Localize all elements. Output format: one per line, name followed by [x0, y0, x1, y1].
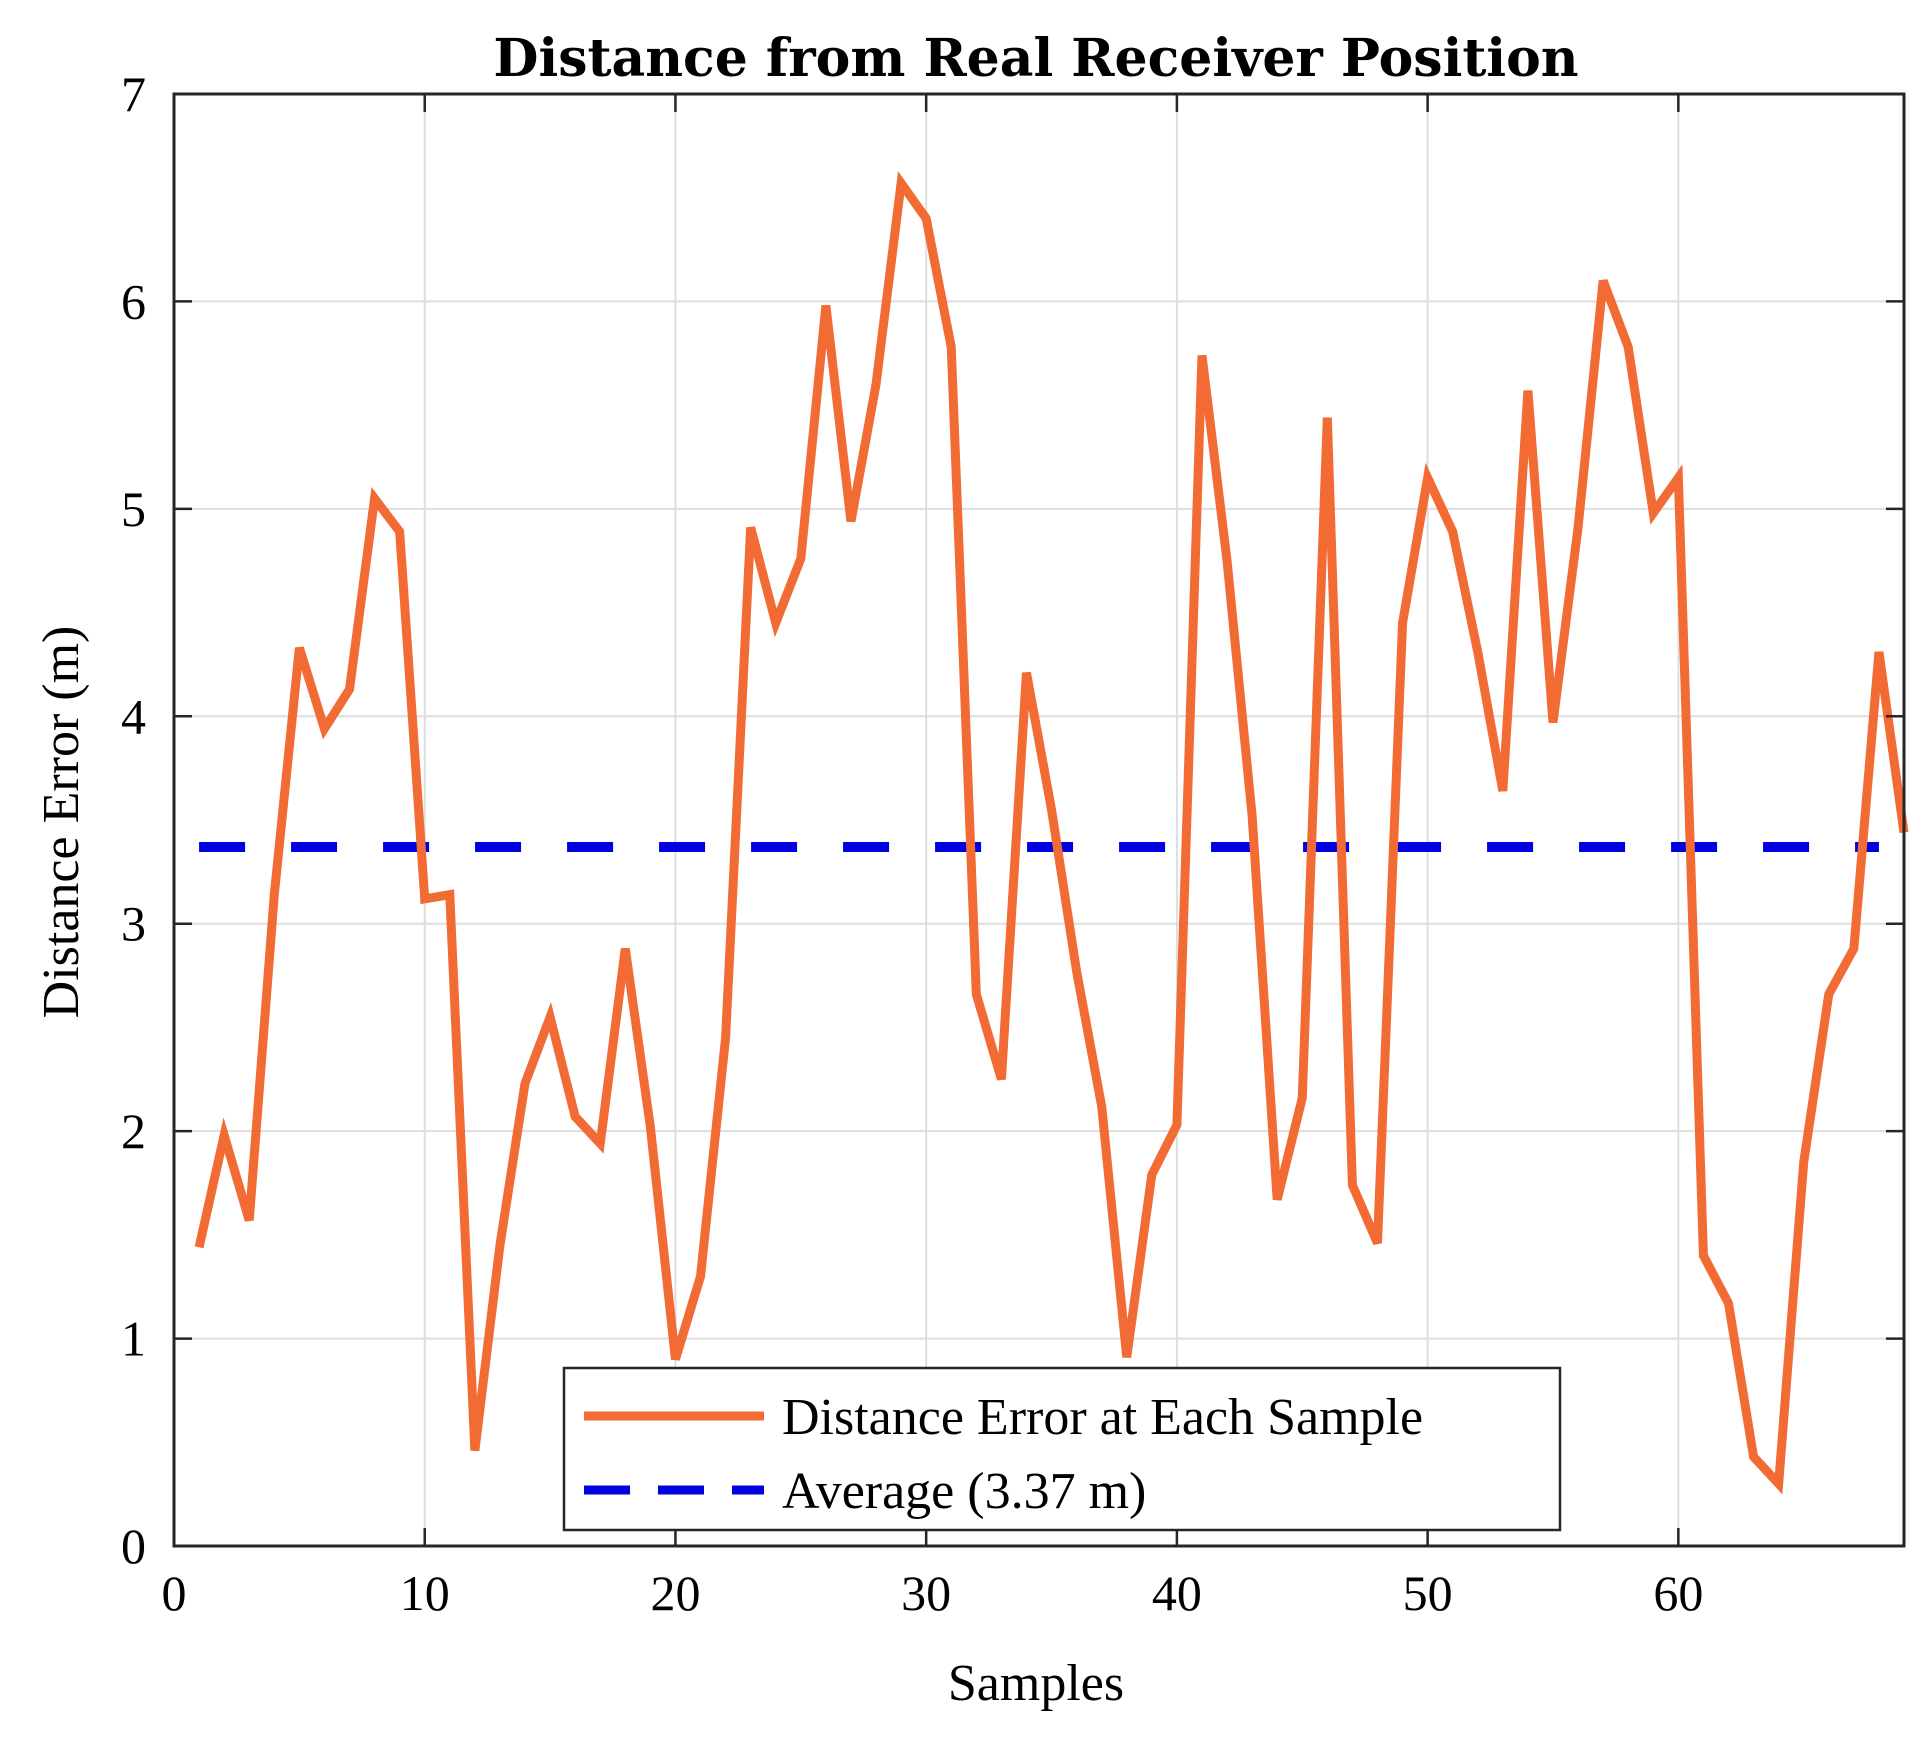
x-tick-label: 10: [400, 1565, 450, 1621]
grid: [174, 94, 1904, 1546]
y-tick-label: 6: [121, 273, 146, 329]
tick-marks: [172, 92, 1904, 1548]
y-tick-label: 2: [121, 1103, 146, 1159]
x-tick-labels: 0 10 20 30 40 50 60: [162, 1565, 1704, 1621]
x-tick-label: 60: [1653, 1565, 1703, 1621]
y-tick-label: 7: [121, 66, 146, 122]
x-tick-label: 50: [1403, 1565, 1453, 1621]
y-axis-label: Distance Error (m): [33, 626, 90, 1019]
y-tick-labels: 0 1 2 3 4 5 6 7: [121, 66, 146, 1574]
legend: Distance Error at Each Sample Average (3…: [562, 1366, 1562, 1532]
chart-title: Distance from Real Receiver Position: [493, 28, 1578, 89]
y-tick-label: 0: [121, 1518, 146, 1574]
x-tick-label: 30: [901, 1565, 951, 1621]
y-tick-label: 4: [121, 688, 146, 744]
y-tick-label: 5: [121, 481, 146, 537]
legend-label-average: Average (3.37 m): [782, 1463, 1146, 1520]
legend-box: [562, 1366, 1562, 1532]
plot-area-frame: [172, 92, 1906, 1548]
y-tick-label: 1: [121, 1311, 146, 1367]
series-group: [194, 171, 1909, 1495]
x-axis-label: Samples: [948, 1655, 1124, 1712]
x-tick-label: 40: [1152, 1565, 1202, 1621]
x-tick-label: 20: [650, 1565, 700, 1621]
legend-label-distance-error: Distance Error at Each Sample: [782, 1389, 1423, 1446]
x-tick-label: 0: [162, 1565, 187, 1621]
y-tick-label: 3: [121, 896, 146, 952]
series-line-distance-error: [194, 171, 1909, 1495]
